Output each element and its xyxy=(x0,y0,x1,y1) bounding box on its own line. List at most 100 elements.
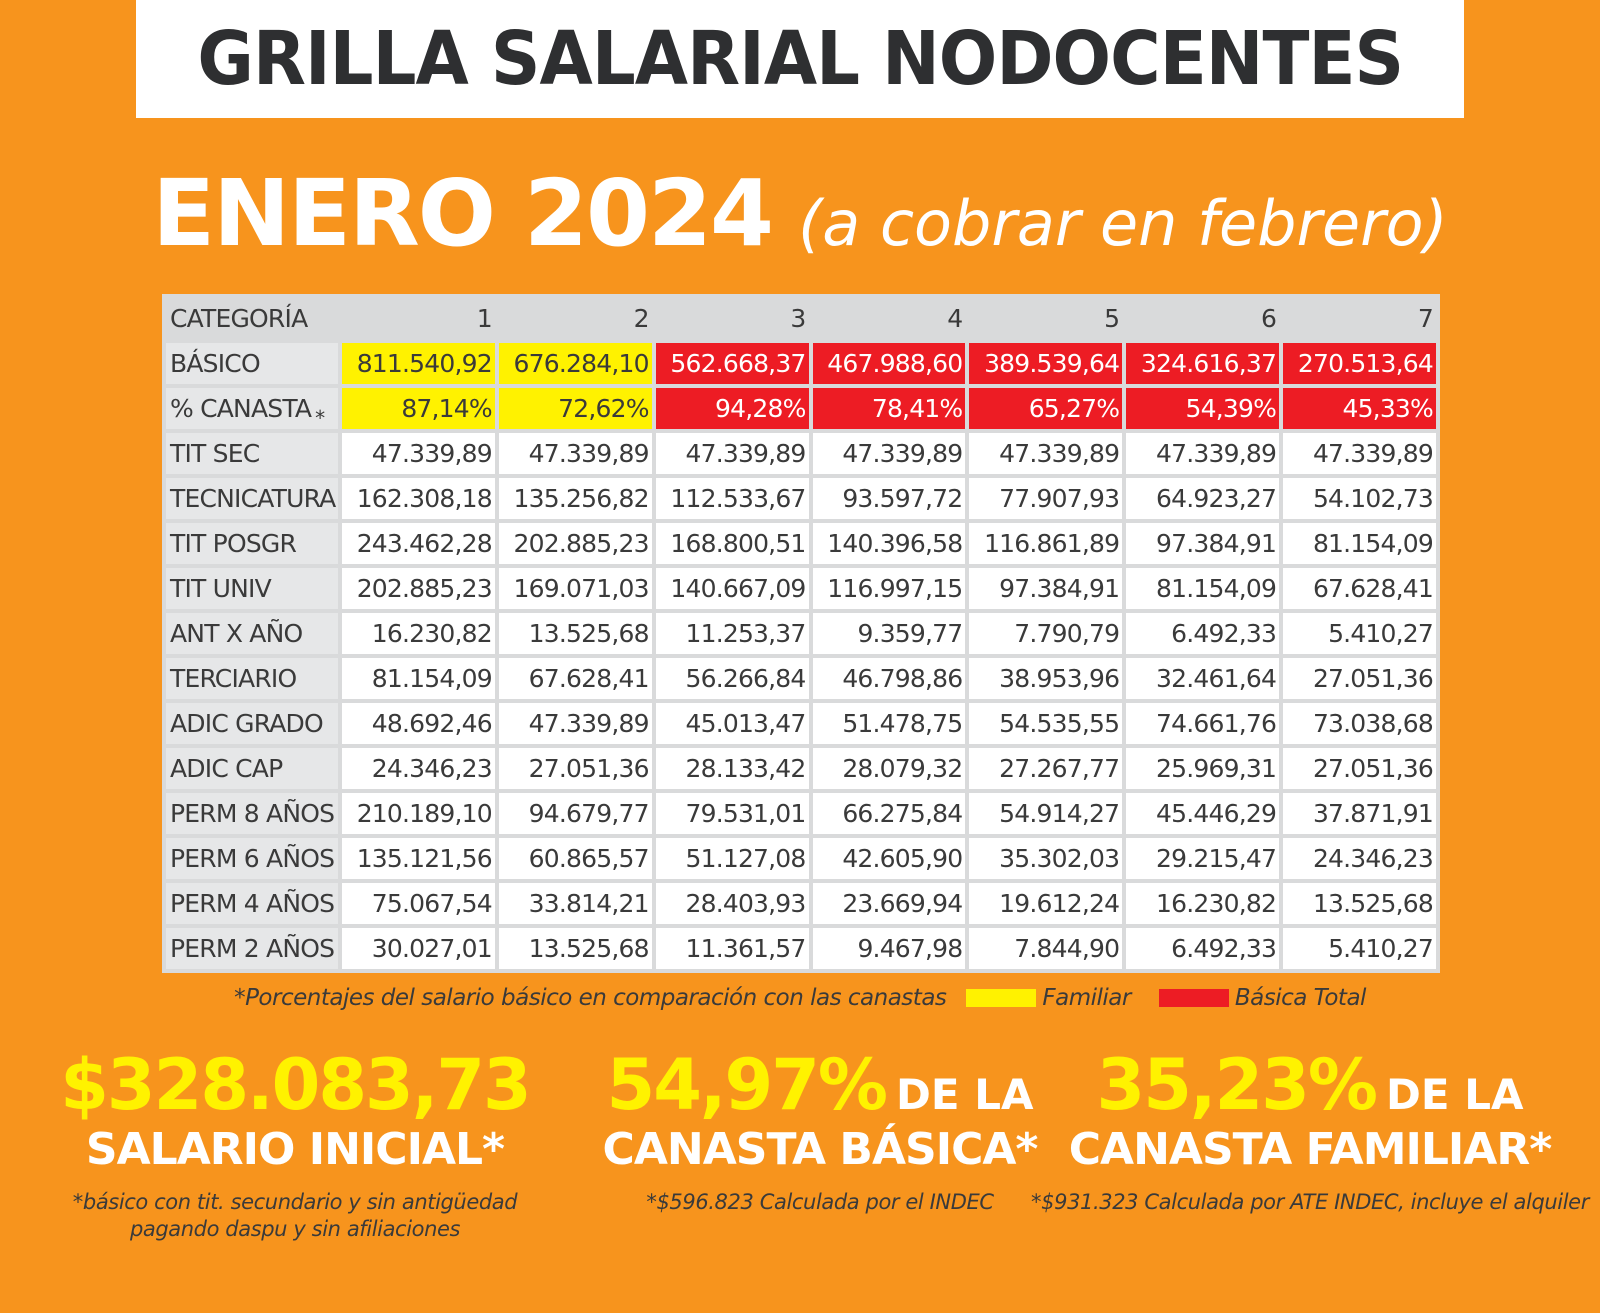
table-row: ADIC GRADO 48.692,46 47.339,89 45.013,47 51.… xyxy=(166,703,1436,744)
table-cell: 27.051,36 xyxy=(1283,748,1436,789)
table-cell: 79.531,01 xyxy=(655,793,809,834)
table-cell: 47.339,89 xyxy=(498,703,652,744)
table-cell: 7.844,90 xyxy=(969,928,1123,969)
table-cell: 65,27% xyxy=(969,388,1123,429)
table-cell: 74.661,76 xyxy=(1126,703,1280,744)
row-label-text: PERM 4 AÑOS xyxy=(170,889,335,918)
table-cell: 811.540,92 xyxy=(342,343,495,384)
table-cell: 67.628,41 xyxy=(1283,568,1436,609)
table-cell: 64.923,27 xyxy=(1126,478,1280,519)
table-cell: 676.284,10 xyxy=(498,343,652,384)
table-cell: 45.446,29 xyxy=(1126,793,1280,834)
table-cell: 93.597,72 xyxy=(812,478,966,519)
table-cell: 27.051,36 xyxy=(498,748,652,789)
table-cell: 54.102,73 xyxy=(1283,478,1436,519)
row-label-text: BÁSICO xyxy=(170,349,261,378)
table-cell: 94,28% xyxy=(655,388,809,429)
table-cell: 46.798,86 xyxy=(812,658,966,699)
family-basket-value: 35,23% xyxy=(1096,1044,1378,1126)
table-cell: 13.525,68 xyxy=(1283,883,1436,924)
table-cell: 13.525,68 xyxy=(498,613,652,654)
table-cell: 11.253,37 xyxy=(655,613,809,654)
table-cell: 33.814,21 xyxy=(498,883,652,924)
period-note: (a cobrar en febrero) xyxy=(798,187,1448,260)
table-cell: 23.669,94 xyxy=(812,883,966,924)
table-cell: 47.339,89 xyxy=(1126,433,1280,474)
row-label: TIT UNIV xyxy=(166,568,338,609)
row-label-text: TECNICATURA xyxy=(170,484,336,513)
table-row: TIT POSGR 243.462,28 202.885,23 168.800,51 1… xyxy=(166,523,1436,564)
page-title: GRILLA SALARIAL NODOCENTES xyxy=(197,16,1404,102)
row-label: TIT POSGR xyxy=(166,523,338,564)
table-cell: 5.410,27 xyxy=(1283,928,1436,969)
basic-basket-label: CANASTA BÁSICA* xyxy=(602,1124,1039,1175)
table-cell: 16.230,82 xyxy=(342,613,495,654)
table-cell: 162.308,18 xyxy=(342,478,495,519)
table-cell: 6.492,33 xyxy=(1126,928,1280,969)
table-row: PERM 2 AÑOS 30.027,01 13.525,68 11.361,57 9.… xyxy=(166,928,1436,969)
row-label-text: TIT POSGR xyxy=(170,529,297,558)
row-label: PERM 6 AÑOS xyxy=(166,838,338,879)
table-cell: 168.800,51 xyxy=(655,523,809,564)
table-cell: 54,39% xyxy=(1126,388,1280,429)
table-cell: 243.462,28 xyxy=(342,523,495,564)
basic-basket-note: *$596.823 Calculada por el INDEC xyxy=(646,1189,994,1214)
table-cell: 45,33% xyxy=(1283,388,1436,429)
period-label: ENERO 2024 xyxy=(152,160,774,267)
row-label: PERM 8 AÑOS xyxy=(166,793,338,834)
legend-label-familiar: Familiar xyxy=(1042,985,1131,1011)
stat-family-basket: 35,23% DE LA CANASTA FAMILIAR* *$931.323 … xyxy=(1030,1050,1590,1216)
table-row: ANT X AÑO 16.230,82 13.525,68 11.253,37 9.35… xyxy=(166,613,1436,654)
table-cell: 97.384,91 xyxy=(969,568,1123,609)
table-cell: 78,41% xyxy=(812,388,966,429)
table-row: BÁSICO 811.540,92 676.284,10 562.668,37 467.… xyxy=(166,343,1436,384)
row-label: TECNICATURA xyxy=(166,478,338,519)
table-cell: 202.885,23 xyxy=(498,523,652,564)
header-category-2: 2 xyxy=(498,298,652,339)
initial-salary-note-1: *básico con tit. secundario y sin antigü… xyxy=(72,1189,518,1214)
header-label: CATEGORÍA xyxy=(166,298,338,339)
table-row: TECNICATURA 162.308,18 135.256,82 112.533,6… xyxy=(166,478,1436,519)
initial-salary-note-2: pagando daspu y sin afiliaciones xyxy=(129,1217,461,1242)
row-label: BÁSICO xyxy=(166,343,338,384)
table-cell: 94.679,77 xyxy=(498,793,652,834)
table-cell: 29.215,47 xyxy=(1126,838,1280,879)
row-label: ADIC CAP xyxy=(166,748,338,789)
table-row: PERM 4 AÑOS 75.067,54 33.814,21 28.403,93 23… xyxy=(166,883,1436,924)
table-cell: 6.492,33 xyxy=(1126,613,1280,654)
row-label: PERM 4 AÑOS xyxy=(166,883,338,924)
table-cell: 30.027,01 xyxy=(342,928,495,969)
header-category-4: 4 xyxy=(812,298,966,339)
table-cell: 9.467,98 xyxy=(812,928,966,969)
row-label-text: TERCIARIO xyxy=(170,664,297,693)
initial-salary-value: $328.083,73 xyxy=(60,1044,532,1126)
legend: *Porcentajes del salario básico en compa… xyxy=(0,982,1600,1014)
table-cell: 45.013,47 xyxy=(655,703,809,744)
row-label-text: TIT UNIV xyxy=(170,574,272,603)
table-cell: 35.302,03 xyxy=(969,838,1123,879)
table-cell: 389.539,64 xyxy=(969,343,1123,384)
table-cell: 75.067,54 xyxy=(342,883,495,924)
row-label: TIT SEC xyxy=(166,433,338,474)
table-cell: 135.121,56 xyxy=(342,838,495,879)
table-cell: 13.525,68 xyxy=(498,928,652,969)
row-label-text: ANT X AÑO xyxy=(170,619,303,648)
table-cell: 47.339,89 xyxy=(498,433,652,474)
table-cell: 140.667,09 xyxy=(655,568,809,609)
table-row: TIT SEC 47.339,89 47.339,89 47.339,89 47.339… xyxy=(166,433,1436,474)
table-cell: 116.861,89 xyxy=(969,523,1123,564)
row-label: ADIC GRADO xyxy=(166,703,338,744)
family-basket-note: *$931.323 Calculada por ATE INDEC, inclu… xyxy=(1031,1189,1589,1214)
table-row: TERCIARIO 81.154,09 67.628,41 56.266,84 46.7… xyxy=(166,658,1436,699)
salary-table-body: CATEGORÍA 1 2 3 4 5 6 7 BÁSICO 811.540,92… xyxy=(166,298,1436,969)
table-cell: 28.079,32 xyxy=(812,748,966,789)
table-cell: 60.865,57 xyxy=(498,838,652,879)
table-cell: 54.535,55 xyxy=(969,703,1123,744)
family-basket-suffix: DE LA xyxy=(1386,1070,1524,1119)
title-banner: GRILLA SALARIAL NODOCENTES xyxy=(136,0,1464,118)
table-cell: 48.692,46 xyxy=(342,703,495,744)
table-row: PERM 8 AÑOS 210.189,10 94.679,77 79.531,01 6… xyxy=(166,793,1436,834)
table-cell: 25.969,31 xyxy=(1126,748,1280,789)
header-category-6: 6 xyxy=(1126,298,1280,339)
table-cell: 7.790,79 xyxy=(969,613,1123,654)
